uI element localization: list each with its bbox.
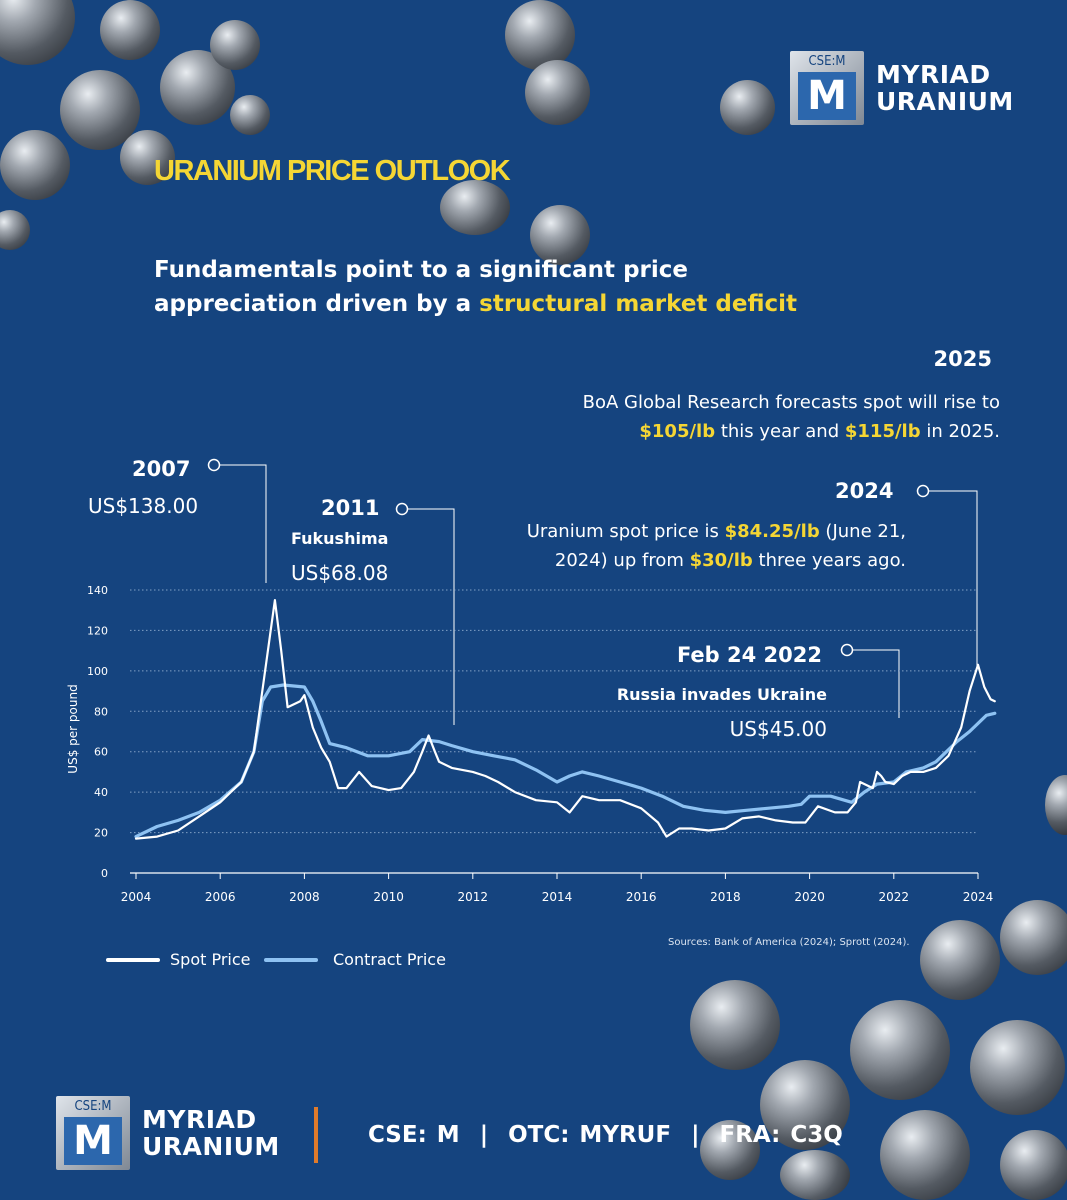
logo-ticker: CSE:M [808, 54, 846, 69]
annotation-2024-line1: Uranium spot price is $84.25/lb (June 21… [527, 517, 906, 546]
logo-letter: M [798, 72, 856, 120]
connector-2011 [408, 508, 455, 725]
annotation-2024-text4: three years ago. [752, 550, 906, 571]
annotation-2011-event: Fukushima [291, 529, 389, 548]
chart-grid [130, 589, 978, 874]
x-tick-label: 2006 [205, 890, 236, 904]
annotation-2025-text3: in 2025. [920, 421, 1000, 442]
y-tick-label: 20 [94, 827, 108, 840]
page-title: URANIUM PRICE OUTLOOK [154, 155, 511, 187]
legend-contract-label: Contract Price [333, 950, 446, 969]
connector-2022 [853, 649, 900, 718]
annotation-2024-text3: 2024) up from [554, 550, 690, 571]
series-line-contract-price [134, 683, 997, 839]
y-tick-label: 60 [94, 746, 108, 759]
x-tick-label: 2020 [794, 890, 825, 904]
y-axis-label: US$ per pound [66, 684, 80, 773]
annotation-2024-text: Uranium spot price is $84.25/lb (June 21… [527, 517, 906, 575]
annotation-2024-year: 2024 [835, 479, 894, 503]
subtitle-line1: Fundamentals point to a significant pric… [154, 257, 688, 283]
connector-2007-marker [207, 458, 221, 472]
y-tick-label: 140 [87, 584, 108, 597]
footer-logo-word-line1: MYRIAD [142, 1105, 257, 1134]
brand-logo: CSE:M M MYRIAD URANIUM [790, 51, 1014, 125]
sources-note: Sources: Bank of America (2024); Sprott … [668, 937, 910, 948]
chart-lines [134, 599, 997, 840]
y-tick-label: 40 [94, 786, 108, 799]
annotation-2025-line1: BoA Global Research forecasts spot will … [582, 392, 1000, 413]
annotation-2011-price: US$68.08 [291, 561, 389, 585]
y-axis-ticks: 0 20 40 60 80 100 120 140 [87, 584, 108, 880]
annotation-2025-price2: $115/lb [844, 421, 921, 442]
footer-logo-letter: M [64, 1117, 122, 1165]
annotation-2025-price1: $105/lb [639, 421, 716, 442]
x-tick-label: 2014 [542, 890, 573, 904]
annotation-2011-year: 2011 [321, 496, 380, 520]
connector-2022-marker [840, 643, 854, 657]
subtitle: Fundamentals point to a significant pric… [154, 253, 797, 321]
annotation-2024-price1: $84.25/lb [724, 521, 820, 542]
annotation-2025-text: BoA Global Research forecasts spot will … [583, 388, 1000, 446]
y-tick-label: 0 [101, 867, 108, 880]
logo-mark: CSE:M M [790, 51, 864, 125]
annotation-2024-text2: (June 21, [819, 521, 906, 542]
footer-logo-word-line2: URANIUM [142, 1132, 280, 1161]
x-tick-label: 2008 [289, 890, 320, 904]
y-tick-label: 120 [87, 624, 108, 637]
footer-logo-ticker: CSE:M [74, 1099, 112, 1114]
annotation-2007-price: US$138.00 [88, 494, 199, 518]
legend-contract-swatch [264, 958, 318, 962]
annotation-2022-price: US$45.00 [729, 717, 827, 741]
series-line-spot-price [134, 599, 996, 840]
annotation-2024-price2: $30/lb [689, 550, 753, 571]
footer-logo-mark: CSE:M M [56, 1096, 130, 1170]
x-tick-label: 2004 [121, 890, 152, 904]
x-tick-label: 2022 [879, 890, 910, 904]
annotation-2024-line2: 2024) up from $30/lb three years ago. [527, 546, 906, 575]
legend-spot-label: Spot Price [170, 950, 251, 969]
subtitle-highlight: structural market deficit [479, 291, 798, 317]
logo-word-line2: URANIUM [876, 87, 1014, 116]
x-tick-label: 2010 [373, 890, 404, 904]
footer-logo-wordmark: MYRIAD URANIUM [142, 1106, 280, 1160]
annotation-2025-text2: this year and [715, 421, 845, 442]
annotation-2022-event: Russia invades Ukraine [616, 685, 827, 704]
subtitle-line2: appreciation driven by a structural mark… [154, 287, 797, 321]
annotation-2022-date: Feb 24 2022 [676, 643, 822, 667]
connector-2011-marker [395, 502, 409, 516]
logo-word-line1: MYRIAD [876, 60, 991, 89]
y-tick-label: 100 [87, 665, 108, 678]
connector-2024-marker [916, 484, 930, 498]
x-tick-label: 2018 [710, 890, 741, 904]
x-axis-ticks: 2004 2006 2008 2010 2012 2014 2016 2018 2020 2022… [121, 873, 994, 904]
subtitle-line2-text: appreciation driven by a [154, 291, 480, 317]
connector-2024 [929, 490, 978, 670]
annotation-2025-year: 2025 [933, 347, 992, 371]
footer-logo: CSE:M M MYRIAD URANIUM [56, 1096, 280, 1170]
annotation-2024-text1: Uranium spot price is [526, 521, 725, 542]
connector-2007 [220, 464, 267, 583]
annotation-2007-year: 2007 [132, 457, 191, 481]
footer-tickers: CSE: M | OTC: MYRUF | FRA: C3Q [368, 1122, 843, 1148]
x-tick-label: 2024 [963, 890, 994, 904]
x-tick-label: 2016 [626, 890, 657, 904]
footer-separator [314, 1107, 318, 1163]
y-tick-label: 80 [94, 705, 108, 718]
annotation-connectors [207, 458, 978, 725]
x-tick-label: 2012 [458, 890, 489, 904]
legend-spot-swatch [106, 958, 160, 962]
logo-wordmark: MYRIAD URANIUM [876, 61, 1014, 115]
annotation-2025-line2: $105/lb this year and $115/lb in 2025. [583, 417, 1000, 446]
